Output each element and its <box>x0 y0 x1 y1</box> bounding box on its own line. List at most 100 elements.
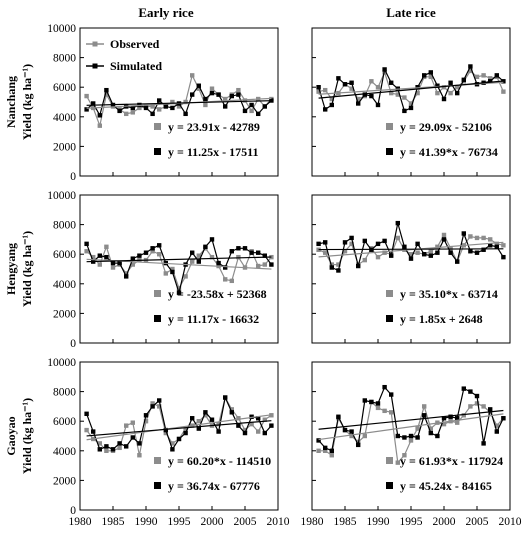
y-tick-label: 8000 <box>53 387 76 399</box>
data-point-observed <box>262 262 267 267</box>
data-point-observed <box>362 433 367 439</box>
data-point-simulated <box>117 441 122 446</box>
data-point-simulated <box>336 268 341 273</box>
data-point-simulated <box>441 237 447 242</box>
trend-line-observed <box>318 413 504 441</box>
data-point-simulated <box>110 447 116 452</box>
y-tick-label: 10000 <box>47 190 76 202</box>
data-point-simulated <box>91 101 96 106</box>
y-tick-label: 6000 <box>53 416 76 428</box>
data-point-simulated <box>448 250 453 255</box>
data-point-observed <box>362 257 367 263</box>
data-point-observed <box>203 413 208 418</box>
series-simulated <box>316 384 506 453</box>
data-point-observed <box>415 426 420 431</box>
data-point-simulated <box>170 269 175 275</box>
data-point-simulated <box>408 256 414 261</box>
data-point-simulated <box>474 393 480 399</box>
data-point-observed <box>408 252 414 257</box>
data-point-observed <box>124 271 129 276</box>
data-point-observed <box>435 90 440 96</box>
data-point-observed <box>395 235 400 241</box>
data-point-simulated <box>190 92 195 97</box>
data-point-observed <box>91 254 96 260</box>
data-point-observed <box>183 274 188 279</box>
data-point-simulated <box>329 448 334 453</box>
legend-marker-simulated <box>92 63 98 69</box>
panel-nanchang-late-rice: y = 29.09x - 52106 y = 41.39*x - 76734 <box>311 27 511 177</box>
y-axis-label: Yield (kg ha⁻¹) <box>20 64 34 140</box>
data-point-simulated <box>110 260 116 266</box>
data-point-observed <box>448 90 453 96</box>
data-point-simulated <box>455 259 460 264</box>
equation-marker-observed <box>386 457 393 464</box>
data-point-simulated <box>242 246 248 251</box>
data-point-simulated <box>362 238 367 244</box>
panel-hengyang-late-rice: y = 35.10*x - 63714 y = 1.85x + 2648 <box>311 194 511 344</box>
panel-nanchang-early-rice: 0 2000 4000 6000 8000 10000 Nanchang Yield (kg … <box>4 23 279 183</box>
data-point-observed <box>395 460 400 465</box>
data-point-observed <box>382 250 387 255</box>
data-point-observed <box>428 426 433 431</box>
data-point-simulated <box>435 433 440 439</box>
data-point-observed <box>84 93 89 99</box>
y-tick-label: 4000 <box>53 112 76 124</box>
data-point-simulated <box>216 429 221 434</box>
data-point-simulated <box>150 246 155 251</box>
data-point-observed <box>461 413 466 418</box>
data-point-simulated <box>375 401 381 406</box>
y-tick-label: 2000 <box>53 141 76 153</box>
data-point-simulated <box>395 220 400 226</box>
trend-equation-observed: y = -23.58x + 52368 <box>168 287 267 301</box>
data-point-simulated <box>229 249 234 254</box>
data-point-observed <box>402 453 407 458</box>
data-point-observed <box>336 262 341 267</box>
data-point-observed <box>249 108 254 114</box>
x-tick-label: 1995 <box>168 516 191 528</box>
data-point-observed <box>408 101 414 106</box>
equation-marker-simulated <box>154 148 161 155</box>
x-tick-label: 1995 <box>400 516 423 528</box>
x-tick-label: 1980 <box>301 516 324 528</box>
data-point-simulated <box>242 108 248 114</box>
data-point-observed <box>382 408 387 414</box>
data-point-simulated <box>461 77 466 82</box>
data-point-simulated <box>422 252 427 257</box>
data-point-observed <box>481 73 486 78</box>
data-point-simulated <box>422 73 427 78</box>
data-point-observed <box>501 89 506 94</box>
data-point-observed <box>375 254 381 260</box>
data-point-simulated <box>137 253 142 258</box>
data-point-simulated <box>203 96 208 102</box>
y-tick-label: 0 <box>70 505 76 517</box>
data-point-simulated <box>223 265 228 270</box>
series-simulated <box>84 237 274 295</box>
y-tick-label: 6000 <box>53 249 76 261</box>
data-point-observed <box>223 96 228 102</box>
data-point-simulated <box>143 413 149 418</box>
data-point-observed <box>183 426 188 431</box>
data-point-observed <box>468 234 473 239</box>
data-point-simulated <box>143 250 149 255</box>
x-tick-label: 1980 <box>69 516 92 528</box>
data-point-observed <box>170 99 175 105</box>
data-point-simulated <box>150 111 155 117</box>
data-point-simulated <box>97 253 102 258</box>
series-observed <box>316 68 506 106</box>
data-point-observed <box>323 448 328 453</box>
legend-label-observed: Observed <box>110 37 160 51</box>
x-tick-label: 2010 <box>267 516 290 528</box>
data-point-simulated <box>130 105 135 111</box>
data-point-observed <box>183 99 188 105</box>
data-point-simulated <box>501 416 506 421</box>
data-point-simulated <box>468 389 473 394</box>
data-point-observed <box>323 250 328 255</box>
data-point-observed <box>196 253 201 258</box>
data-point-simulated <box>389 80 394 85</box>
data-point-simulated <box>316 241 321 247</box>
equation-marker-observed <box>154 123 161 130</box>
trend-line-simulated <box>318 248 504 251</box>
x-tick-label: 2005 <box>234 516 257 528</box>
data-point-simulated <box>455 416 460 421</box>
trend-equation-simulated: y = 11.25x - 17511 <box>168 145 259 159</box>
